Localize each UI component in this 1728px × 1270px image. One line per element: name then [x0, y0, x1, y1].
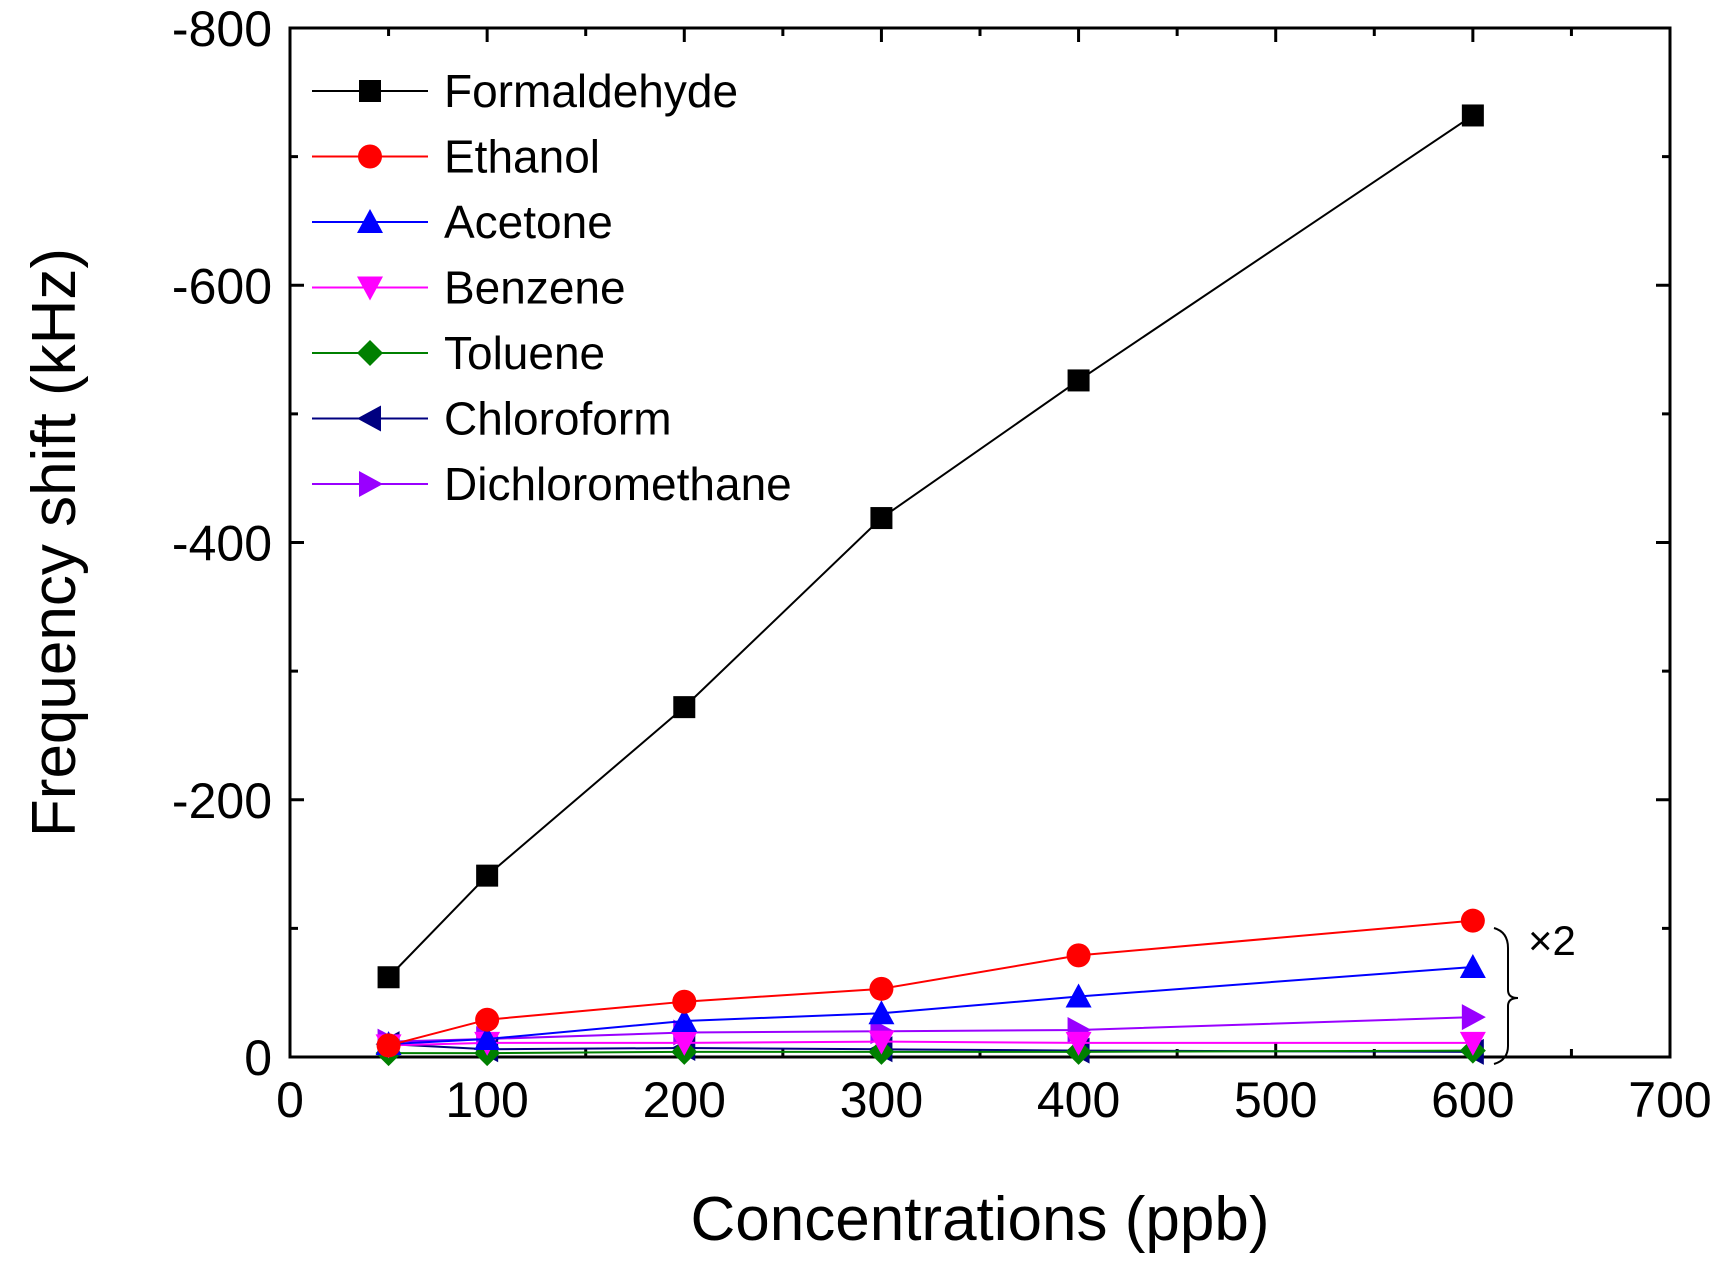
series-line-ethanol [388, 919, 1473, 1047]
x-tick-label: 500 [1234, 1072, 1317, 1128]
x-tick-labels: 0 100 200 300 400 500 600 700 [276, 1072, 1712, 1128]
series-line-acetone [388, 965, 1473, 1046]
y-tick-label: -600 [172, 258, 272, 314]
data-point-dichloromethane [1461, 1004, 1486, 1031]
data-point-acetone [1459, 953, 1486, 978]
data-point-formaldehyde [673, 696, 696, 719]
y-tick-labels: 0 -200 -400 -600 -800 [172, 1, 272, 1086]
series-dichloromethane [377, 1004, 1486, 1055]
legend-marker [359, 80, 381, 102]
legend-marker [357, 405, 381, 432]
data-point-ethanol [1460, 908, 1485, 933]
data-point-ethanol [869, 976, 894, 1001]
x-tick-label: 300 [840, 1072, 923, 1128]
legend-item-acetone: Acetone [312, 196, 613, 248]
legend-item-formaldehyde: Formaldehyde [312, 65, 738, 117]
legend-item-dichloromethane: Dichloromethane [312, 458, 792, 510]
brace-path [1493, 927, 1519, 1065]
series-line-dichloromethane [388, 1016, 1473, 1043]
legend-label: Toluene [444, 327, 605, 379]
data-point-formaldehyde [476, 864, 499, 887]
legend-marker [357, 209, 383, 233]
series-ethanol [376, 908, 1485, 1058]
y-tick-label: -200 [172, 773, 272, 829]
legend-label: Ethanol [444, 131, 600, 183]
x-tick-label: 700 [1628, 1072, 1711, 1128]
legend-item-ethanol: Ethanol [312, 131, 600, 183]
legend-item-chloroform: Chloroform [312, 393, 672, 445]
legend-marker [357, 340, 383, 366]
legend-marker [358, 144, 382, 169]
y-tick-label: -400 [172, 516, 272, 572]
data-point-acetone [1065, 983, 1092, 1008]
data-point-acetone [671, 1007, 698, 1032]
legend-label: Acetone [444, 196, 613, 248]
data-point-formaldehyde [870, 507, 893, 530]
series-chloroform [375, 1031, 1484, 1065]
x-tick-label: 200 [643, 1072, 726, 1128]
scale-brace [1493, 927, 1519, 1065]
data-point-benzene [1459, 1031, 1486, 1056]
legend-label: Formaldehyde [444, 65, 738, 117]
series-line-formaldehyde [387, 114, 1474, 978]
data-point-acetone [474, 1025, 501, 1050]
series-line-benzene [388, 1040, 1473, 1047]
data-point-ethanol [672, 989, 697, 1014]
data-point-ethanol [376, 1033, 401, 1058]
series-layer [375, 104, 1486, 1067]
data-point-formaldehyde [377, 966, 400, 989]
y-tick-label: 0 [244, 1030, 272, 1086]
x-tick-label: 600 [1431, 1072, 1514, 1128]
data-point-benzene [671, 1031, 698, 1056]
data-point-formaldehyde [1461, 104, 1484, 127]
x-tick-label: 0 [276, 1072, 304, 1128]
y-axis-title: Frequency shift (kHz) [20, 248, 89, 837]
x-axis-title: Concentrations (ppb) [691, 1185, 1270, 1254]
legend-item-toluene: Toluene [312, 327, 605, 379]
scale-annotation: ×2 [1528, 917, 1576, 964]
legend: Formaldehyde Ethanol Acetone Benzene Toluene… [312, 65, 792, 510]
data-point-benzene [1065, 1031, 1092, 1056]
legend-label: Benzene [444, 262, 626, 314]
y-tick-label: -800 [172, 1, 272, 57]
legend-marker [359, 471, 383, 497]
series-formaldehyde [377, 104, 1484, 989]
data-point-benzene [868, 1030, 895, 1055]
data-point-ethanol [475, 1007, 500, 1032]
data-point-ethanol [1066, 943, 1091, 968]
data-point-acetone [868, 1000, 895, 1025]
series-line-toluene [388, 1049, 1473, 1055]
legend-label: Dichloromethane [444, 458, 792, 510]
legend-marker [357, 276, 383, 301]
x-tick-label: 400 [1037, 1072, 1120, 1128]
legend-label: Chloroform [444, 393, 672, 445]
legend-item-benzene: Benzene [312, 262, 626, 314]
x-tick-label: 100 [445, 1072, 528, 1128]
data-point-formaldehyde [1067, 369, 1090, 392]
series-acetone [375, 953, 1486, 1056]
